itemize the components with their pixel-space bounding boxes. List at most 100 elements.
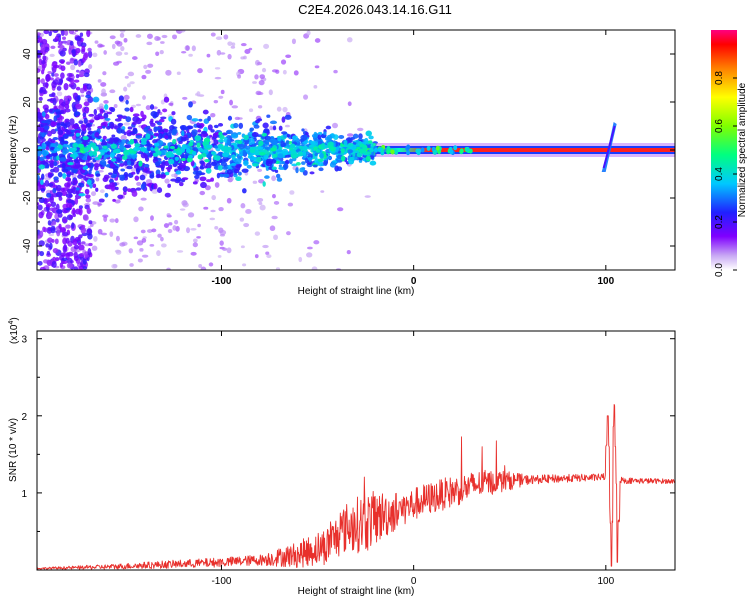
spectrogram-cell — [55, 184, 62, 192]
spectrogram-cell — [55, 218, 60, 223]
spectrogram-cell — [106, 125, 111, 130]
spectrogram-cell — [262, 244, 269, 249]
spectrogram-cell — [258, 140, 264, 147]
spectrogram-cell — [323, 131, 327, 136]
spectrogram-cell — [326, 134, 333, 141]
spectrogram-cell — [64, 30, 69, 36]
spectrogram-cell — [121, 126, 126, 131]
spectrogram-cell — [113, 137, 119, 144]
spectrogram-cell — [346, 249, 351, 255]
spectrogram-cell — [129, 263, 134, 267]
spectrogram-cell — [271, 175, 277, 182]
spectrogram-cells — [37, 30, 675, 270]
spectrogram-cell — [115, 51, 123, 56]
spectrogram-cell — [252, 163, 259, 167]
spectrogram-cell — [338, 135, 345, 139]
spectrogram-cell — [269, 120, 278, 125]
spectrogram-cell — [87, 50, 93, 59]
spectrogram-cell — [83, 148, 89, 152]
spectrogram-cell — [304, 157, 309, 164]
spectrogram-cell — [63, 83, 69, 91]
spectrogram-cell — [108, 172, 113, 176]
spectrogram-cell — [146, 229, 153, 233]
spectrogram-cell — [145, 105, 151, 111]
spectrogram-cell — [140, 197, 147, 201]
spectrogram-cell — [204, 158, 210, 163]
spectrogram-cell — [346, 133, 354, 137]
spectrogram-cell — [61, 257, 68, 262]
spectrogram-cell — [78, 193, 86, 197]
spectrogram-cell — [61, 162, 66, 169]
spectrogram-cell — [140, 146, 147, 152]
spectrogram-cell — [284, 124, 290, 128]
spectrogram-cell — [240, 203, 246, 209]
snr-y-label: SNR (10 * v/v) — [8, 418, 19, 482]
spectrogram-cell — [358, 148, 366, 154]
spectrogram-cell — [313, 240, 320, 245]
spectrogram-cell — [68, 263, 74, 268]
spectrogram-cell — [343, 139, 348, 146]
spectrogram-cell — [94, 132, 100, 138]
spectrogram-cell — [149, 104, 155, 110]
spectrogram-cell — [368, 135, 374, 140]
spectrogram-cell — [77, 126, 81, 130]
spectrogram-cell — [191, 129, 198, 136]
spectrogram-cell — [167, 142, 171, 147]
spectrogram-cell — [134, 143, 141, 148]
spectrogram-cell — [156, 36, 161, 41]
spectrogram-cell — [111, 263, 118, 269]
spectrogram-cell — [160, 41, 165, 44]
spectrogram-cell — [377, 147, 382, 153]
spectrogram-cell — [364, 151, 372, 155]
spectrogram-cell — [285, 140, 290, 145]
spectrogram-cell — [234, 116, 241, 121]
spectrogram-cell — [308, 156, 312, 162]
spectrogram-cell — [198, 170, 202, 174]
spectrogram-cell — [89, 119, 95, 123]
spectrogram-cell — [315, 149, 321, 153]
spectrogram-cell — [75, 69, 80, 73]
spectrogram-cell — [68, 30, 75, 35]
spectrogram-cell — [160, 149, 168, 156]
spectrogram-cell — [335, 146, 340, 151]
spectrogram-cell — [235, 176, 242, 182]
spectrogram-cell — [196, 91, 201, 97]
spectrogram-cell — [38, 197, 45, 204]
spectrogram-cell — [66, 130, 71, 135]
spectrogram-cell — [231, 165, 236, 169]
spectrogram-cell — [127, 188, 132, 193]
spectrogram-cell — [254, 231, 261, 236]
spectrogram-cell — [186, 227, 191, 234]
spectrogram-cell — [168, 158, 175, 165]
spectrogram-cell — [102, 135, 107, 140]
spectrogram-cell — [92, 150, 97, 156]
y-tick-label: 20 — [22, 96, 33, 108]
spectrogram-cell — [62, 172, 67, 179]
spectrogram-cell — [265, 160, 273, 167]
spectrogram-cell — [218, 207, 224, 212]
spectrogram-cell — [245, 145, 251, 150]
spectrogram-cell — [82, 266, 88, 270]
spectrogram-cell — [219, 240, 224, 246]
spectrogram-x-label: Height of straight line (km) — [298, 286, 415, 297]
spectrogram-cell — [75, 103, 83, 110]
spectrogram-cell — [186, 114, 193, 121]
spectrogram-cell — [144, 154, 148, 161]
spectrogram-cell — [60, 123, 66, 127]
spectrogram-cell — [210, 209, 216, 213]
spectrogram-cell — [86, 30, 91, 38]
spectrogram-cell — [257, 168, 263, 172]
spectrogram-cell — [188, 141, 194, 147]
spectrogram-cell — [143, 167, 148, 172]
spectrogram-cell — [132, 56, 138, 60]
spectrogram-cell — [238, 122, 244, 129]
spectrogram-cell — [135, 117, 142, 125]
spectrogram-cell — [226, 169, 233, 175]
spectrogram-cell — [61, 101, 66, 107]
spectrogram-cell — [58, 223, 62, 229]
spectrogram-cell — [50, 225, 56, 234]
spectrogram-cell — [41, 120, 48, 124]
colorbar-tick-label: 0.0 — [714, 263, 725, 277]
spectrogram-cell — [243, 222, 250, 228]
spectrogram-cell — [123, 149, 129, 156]
